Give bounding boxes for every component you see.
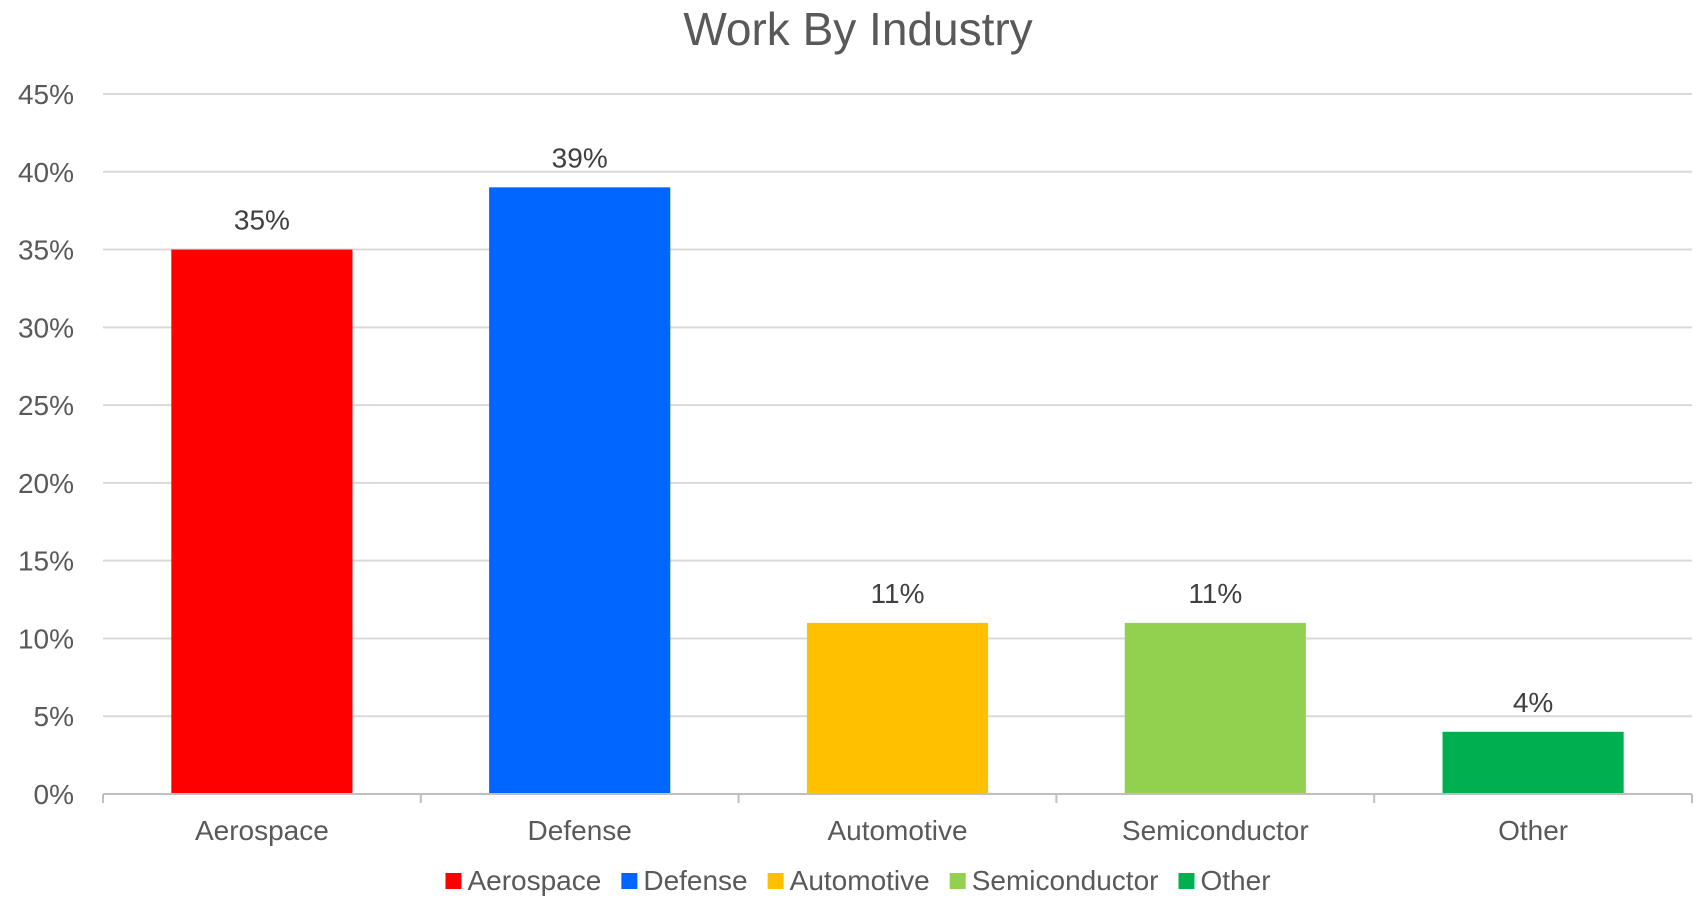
y-axis-tick-labels: 0% 5% 10% 15% 20% 25% 30% 35% 40% 45%	[18, 79, 74, 810]
legend-label: Other	[1200, 865, 1270, 896]
y-tick-label: 15%	[18, 546, 74, 577]
x-axis	[102, 793, 1693, 803]
legend-label: Aerospace	[467, 865, 601, 896]
data-label: 4%	[1513, 687, 1553, 718]
data-label: 11%	[1188, 578, 1242, 609]
category-label: Aerospace	[195, 815, 329, 846]
y-tick-label: 10%	[18, 623, 74, 654]
data-label: 11%	[871, 578, 925, 609]
y-tick-label: 5%	[34, 701, 74, 732]
category-label: Automotive	[827, 815, 967, 846]
legend-swatch	[1178, 873, 1195, 889]
gridlines	[103, 93, 1692, 718]
legend-swatch	[767, 873, 784, 889]
legend-swatch	[949, 873, 966, 889]
bar	[1442, 731, 1624, 794]
category-label: Semiconductor	[1122, 815, 1309, 846]
bars	[171, 187, 1624, 795]
bar	[489, 187, 671, 795]
category-label: Other	[1498, 815, 1568, 846]
legend-swatch	[445, 873, 462, 889]
y-tick-label: 25%	[18, 390, 74, 421]
legend-label: Automotive	[790, 865, 930, 896]
legend: Aerospace Defense Automotive Semiconductor O…	[445, 865, 1271, 896]
legend-label: Defense	[643, 865, 747, 896]
data-labels: 35% 39% 11% 11% 4%	[234, 142, 1553, 717]
bar	[1124, 622, 1306, 794]
y-tick-label: 35%	[18, 235, 74, 266]
data-label: 35%	[234, 205, 290, 236]
bar	[806, 622, 989, 794]
y-tick-label: 0%	[34, 779, 74, 810]
bar	[171, 249, 353, 795]
legend-label: Semiconductor	[972, 865, 1159, 896]
y-tick-label: 30%	[18, 312, 74, 343]
category-label: Defense	[528, 815, 632, 846]
x-axis-category-labels: Aerospace Defense Automotive Semiconductor O…	[195, 815, 1568, 846]
y-tick-label: 20%	[18, 468, 74, 499]
y-tick-label: 40%	[18, 157, 74, 188]
data-label: 39%	[552, 142, 608, 173]
chart-title: Work By Industry	[683, 3, 1032, 55]
legend-swatch	[621, 873, 638, 889]
y-tick-label: 45%	[18, 79, 74, 110]
